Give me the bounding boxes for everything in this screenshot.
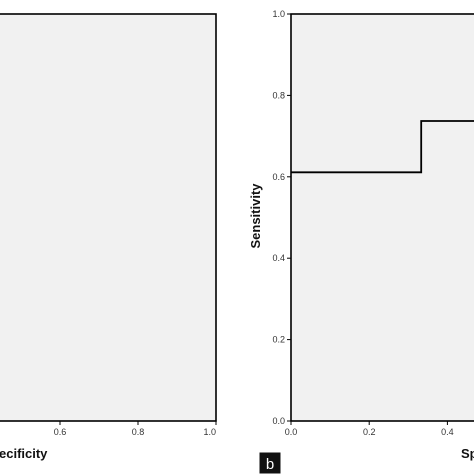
panel-b-roc-curve xyxy=(291,120,474,174)
panel-b-x-tick-label: 0.0 xyxy=(285,427,298,437)
panel-b-x-tick-label: 0.4 xyxy=(441,427,454,437)
panel-b-y-tick-label: 0.8 xyxy=(272,90,285,100)
panel-letter-box xyxy=(258,451,282,474)
panel-b-ticks: 0.0 0.2 0.4 0.6 0.8 1.0 0.0 0.2 0.4 xyxy=(272,9,453,437)
panel-a-plot-area xyxy=(0,13,217,422)
panel-a-x-tick-label: 1.0 xyxy=(203,427,216,437)
panel-b-x-tick-label: 0.2 xyxy=(363,427,376,437)
panel-b-letter-badge: b xyxy=(258,451,282,474)
panel-letter: b xyxy=(266,456,274,473)
panel-a: 0.6 0.8 1.0 ecificity xyxy=(0,13,217,461)
panel-b-x-axis-title: Sp xyxy=(461,446,474,461)
panel-b-y-tick-label: 0.0 xyxy=(272,416,285,426)
panel-b-plot-area xyxy=(290,13,474,422)
panel-b: 0.00.20.40.60.81.00.0 0.2 0.4 Sensitivity … xyxy=(248,9,474,461)
panel-b-y-tick-label: 0.6 xyxy=(272,172,285,182)
panel-b-roc-line xyxy=(291,120,474,174)
panel-b-y-tick-label: 0.4 xyxy=(272,253,285,263)
panel-b-y-tick-label: 1.0 xyxy=(272,9,285,19)
panel-b-y-tick-label: 0.2 xyxy=(272,335,285,345)
panel-b-y-axis-title: Sensitivity xyxy=(248,183,263,249)
panel-a-x-tick-label: 0.6 xyxy=(54,427,67,437)
panel-a-ticks: 0.6 0.8 1.0 xyxy=(54,421,217,437)
panel-a-x-axis-title: ecificity xyxy=(0,446,48,461)
panel-a-x-tick-label: 0.8 xyxy=(132,427,145,437)
